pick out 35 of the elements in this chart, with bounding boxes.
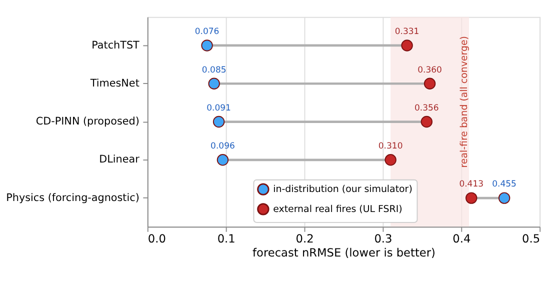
x-tick-label: 0.2	[296, 231, 314, 246]
point	[424, 78, 436, 90]
point	[216, 154, 229, 166]
x-tick-label: 0.3	[374, 231, 392, 246]
y-tick-label: PatchTST	[92, 39, 140, 52]
y-tick-label: TimesNet	[89, 77, 140, 90]
x-tick-label: 0.0	[148, 231, 166, 246]
x-tick-label: 0.1	[217, 231, 236, 246]
point	[420, 116, 433, 128]
legend-label: in-distribution (our simulator)	[273, 184, 412, 196]
data-label: 0.331	[394, 27, 420, 38]
point	[201, 40, 213, 52]
point	[401, 40, 413, 52]
data-label: 0.310	[378, 142, 403, 152]
legend-label: external real fires (UL FSRI)	[273, 204, 402, 216]
y-tick-label: Physics (forcing-agnostic)	[6, 192, 140, 204]
data-label: 0.091	[206, 103, 231, 114]
band-label: real-fire band (all converge)	[459, 36, 470, 168]
data-label: 0.356	[414, 103, 439, 114]
data-label: 0.076	[194, 27, 220, 38]
point	[466, 192, 478, 204]
x-tick-label: 0.5	[522, 231, 540, 246]
point	[498, 192, 510, 204]
data-label: 0.413	[459, 180, 484, 190]
point	[384, 154, 396, 166]
data-label: 0.455	[492, 180, 516, 190]
y-tick-label: DLinear	[99, 154, 140, 166]
x-axis-title: forecast nRMSE (lower is better)	[252, 245, 436, 260]
data-label: 0.360	[418, 65, 442, 76]
y-tick-label: CD-PINN (proposed)	[36, 116, 140, 128]
data-label: 0.085	[202, 65, 226, 76]
data-label: 0.096	[210, 142, 235, 152]
x-tick-label: 0.4	[452, 231, 471, 246]
point	[212, 116, 225, 128]
point	[208, 78, 220, 90]
